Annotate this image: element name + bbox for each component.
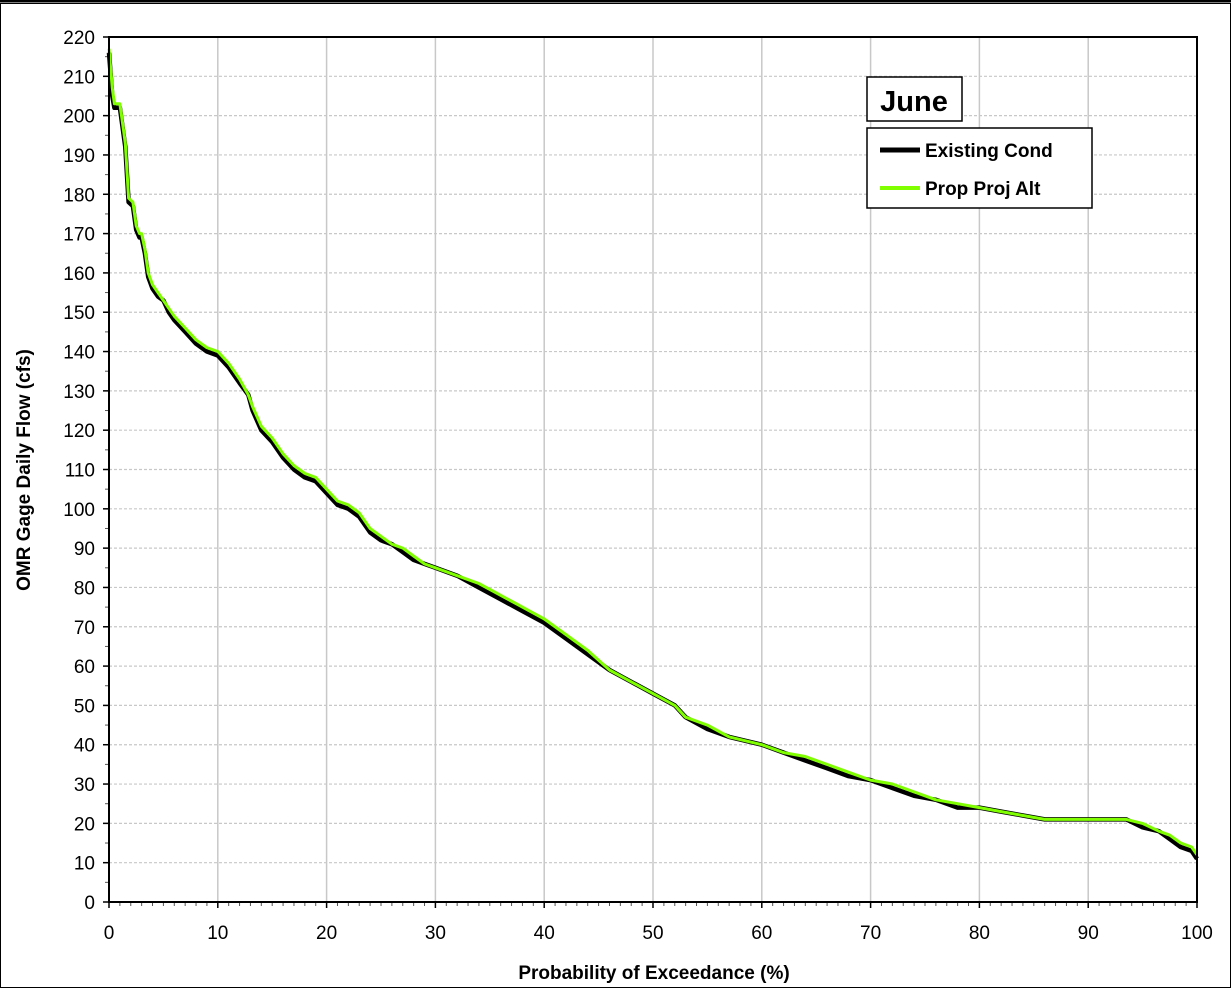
y-tick-label: 190 [63,146,95,167]
x-tick-label: 50 [642,923,663,944]
y-tick-label: 140 [63,343,95,364]
y-tick-label: 170 [63,225,95,246]
y-tick-label: 80 [74,578,95,599]
x-tick-label: 40 [534,923,555,944]
y-tick-label: 180 [63,185,95,206]
x-tick-label: 30 [425,923,446,944]
x-tick-label: 80 [969,923,990,944]
series-line-prop-proj-alt [107,48,1199,856]
legend-label-prop-proj-alt: Prop Proj Alt [925,179,1041,200]
legend-label-existing-cond: Existing Cond [925,141,1053,162]
y-tick-label: 130 [63,382,95,403]
legend: Existing Cond Prop Proj Alt [866,127,1093,209]
y-axis-title: OMR Gage Daily Flow (cfs) [14,349,35,591]
chart-title: June [880,86,948,118]
y-tick-label: 120 [63,421,95,442]
y-axis-tick-labels: 0 10 20 30 40 50 60 70 80 90 100 110 120 130 140 150 160… [63,28,95,914]
y-tick-label: 50 [74,696,95,717]
legend-box [866,127,1093,209]
plot-area-border [108,36,1198,903]
y-tick-label: 110 [65,461,95,482]
y-tick-label: 0 [84,893,95,914]
x-axis-title: Probability of Exceedance (%) [518,963,789,984]
y-tick-label: 200 [63,107,95,128]
x-axis-tick-labels: 0 10 20 30 40 50 60 70 80 90 100 [104,923,1213,944]
y-tick-label: 220 [63,28,95,49]
x-tick-label: 10 [207,923,228,944]
y-tick-label: 70 [74,618,95,639]
x-tick-label: 70 [860,923,881,944]
y-tick-label: 30 [74,775,95,796]
x-tick-label: 90 [1078,923,1099,944]
y-tick-label: 20 [74,814,95,835]
title-box [866,76,963,122]
x-tick-label: 20 [316,923,337,944]
x-tick-label: 0 [104,923,115,944]
y-tick-label: 160 [63,264,95,285]
y-tick-label: 60 [74,657,95,678]
y-tick-label: 90 [74,539,95,560]
y-tick-label: 100 [63,500,95,521]
y-tick-label: 210 [63,67,95,88]
y-tick-label: 150 [63,303,95,324]
y-tick-label: 10 [74,854,95,875]
series-layer [106,48,1199,861]
x-tick-label: 100 [1181,923,1213,944]
y-tick-label: 40 [74,736,95,757]
x-tick-label: 60 [751,923,772,944]
